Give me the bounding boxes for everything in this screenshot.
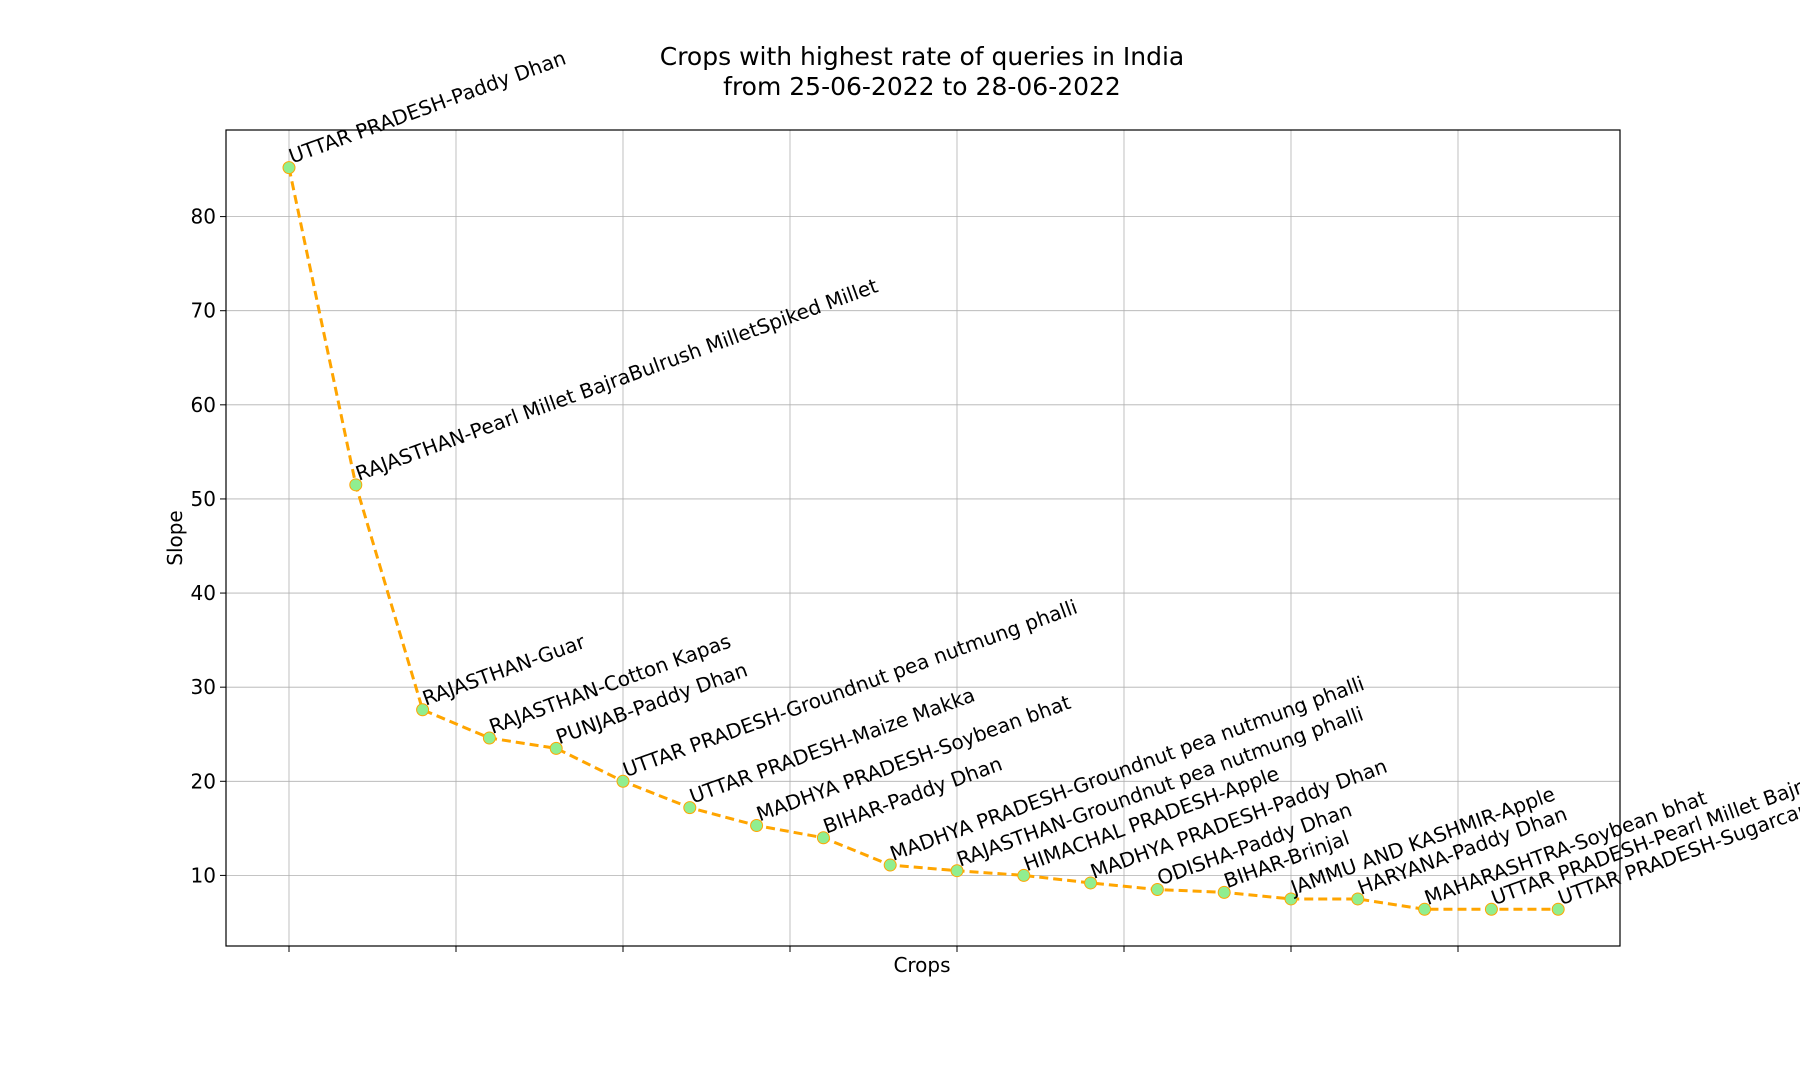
data-point bbox=[616, 774, 630, 788]
data-point bbox=[282, 161, 296, 175]
y-tick-label: 80 bbox=[191, 205, 216, 229]
data-point bbox=[1351, 892, 1365, 906]
point-label: RAJASTHAN-Pearl Millet BajraBulrush Mill… bbox=[352, 273, 881, 485]
data-point bbox=[1217, 885, 1231, 899]
y-axis-label: Slope bbox=[163, 510, 187, 566]
data-point bbox=[1484, 902, 1498, 916]
plot-frame bbox=[225, 129, 1621, 947]
y-tick-label: 20 bbox=[191, 769, 216, 793]
axis-ticks: 10 20 30 40 50 60 70 80 bbox=[191, 205, 1459, 952]
data-point bbox=[950, 864, 964, 878]
series-crop-slope bbox=[282, 161, 1565, 916]
data-point bbox=[750, 819, 764, 833]
y-tick-label: 70 bbox=[191, 299, 216, 323]
data-point bbox=[816, 831, 830, 845]
data-point bbox=[1551, 902, 1565, 916]
y-tick-label: 30 bbox=[191, 675, 216, 699]
data-point bbox=[1418, 902, 1432, 916]
data-point bbox=[416, 703, 430, 717]
data-point bbox=[683, 801, 697, 815]
y-tick-label: 40 bbox=[191, 581, 216, 605]
data-point bbox=[349, 478, 363, 492]
chart-subtitle: from 25-06-2022 to 28-06-2022 bbox=[723, 72, 1121, 101]
y-tick-label: 10 bbox=[191, 863, 216, 887]
data-point bbox=[1084, 876, 1098, 890]
y-tick-label: 60 bbox=[191, 393, 216, 417]
point-labels: UTTAR PRADESH-Paddy Dhan RAJASTHAN-Pearl … bbox=[286, 46, 1800, 910]
grid bbox=[226, 130, 1620, 946]
point-label: UTTAR PRADESH-Paddy Dhan bbox=[286, 46, 569, 169]
x-axis-label: Crops bbox=[893, 953, 950, 977]
chart-title: Crops with highest rate of queries in In… bbox=[660, 42, 1185, 71]
data-point bbox=[549, 741, 563, 755]
series-line bbox=[287, 167, 1559, 911]
data-point bbox=[1150, 883, 1164, 897]
data-point bbox=[883, 858, 897, 872]
data-point bbox=[1284, 892, 1298, 906]
data-point bbox=[482, 731, 496, 745]
data-point bbox=[1017, 868, 1031, 882]
y-tick-label: 50 bbox=[191, 487, 216, 511]
